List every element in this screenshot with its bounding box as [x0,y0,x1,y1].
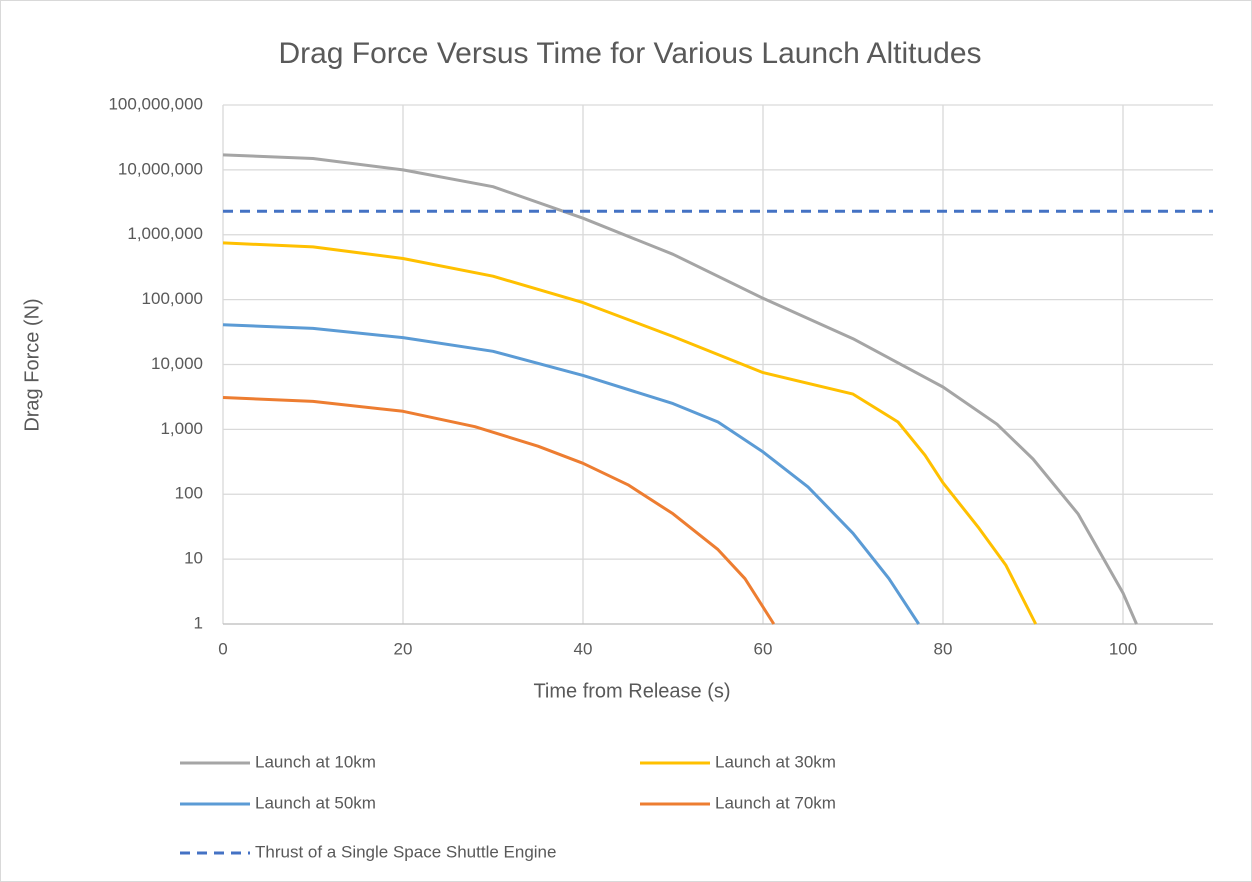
series-line [222,241,1038,625]
x-tick-label: 40 [574,639,593,658]
x-tick-label: 80 [934,639,953,658]
y-axis-label: Drag Force (N) [21,298,43,431]
y-tick-label: 100,000,000 [108,94,203,113]
y-tick-label: 100 [175,484,203,503]
legend-label: Thrust of a Single Space Shuttle Engine [255,842,556,861]
y-tick-label: 100,000 [142,289,203,308]
chart-title: Drag Force Versus Time for Various Launc… [278,37,981,70]
x-tick-label: 20 [394,639,413,658]
y-tick-label: 1,000 [160,419,203,438]
series-line [222,323,920,625]
y-tick-label: 10 [184,549,203,568]
y-tick-label: 1 [194,613,203,632]
y-tick-label: 1,000,000 [127,224,203,243]
series-line [222,153,1138,625]
x-axis-label: Time from Release (s) [533,680,730,702]
series-line [222,396,776,625]
y-tick-label: 10,000 [151,354,203,373]
x-tick-label: 100 [1109,639,1137,658]
legend-label: Launch at 70km [715,793,836,812]
x-tick-label: 0 [218,639,227,658]
legend-label: Launch at 30km [715,752,836,771]
legend-label: Launch at 10km [255,752,376,771]
legend-label: Launch at 50km [255,793,376,812]
x-tick-label: 60 [754,639,773,658]
y-tick-label: 10,000,000 [118,159,203,178]
